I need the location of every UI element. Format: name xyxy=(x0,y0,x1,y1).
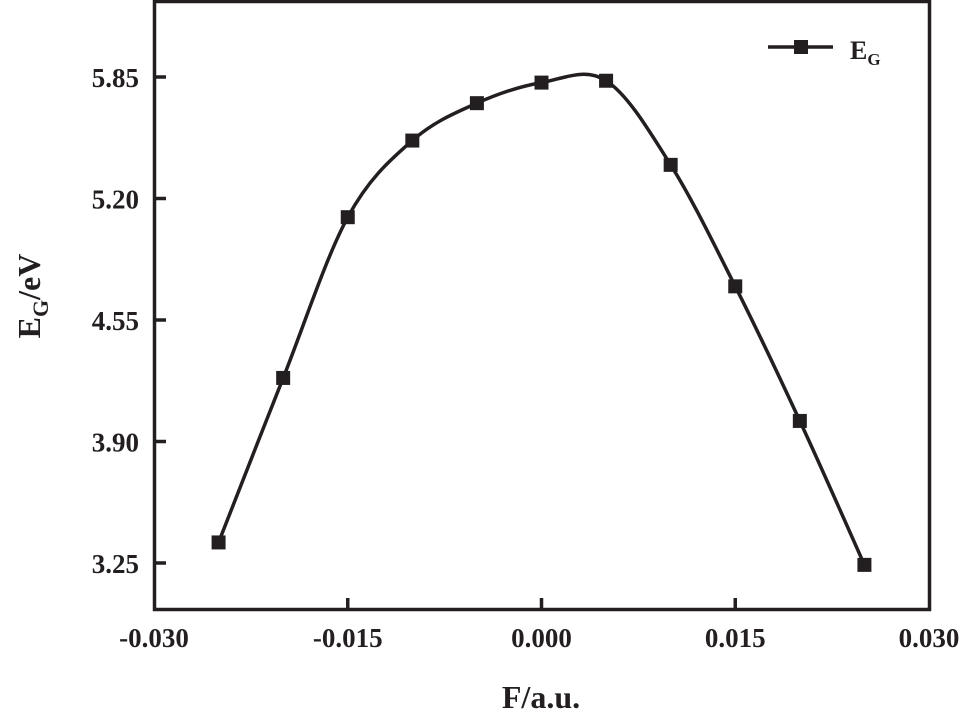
x-axis-title: F/a.u. xyxy=(502,679,580,715)
y-tick-label: 3.90 xyxy=(92,428,139,458)
data-point-marker xyxy=(728,279,743,294)
x-tick-label: -0.030 xyxy=(119,623,189,653)
x-axis-ticks: -0.030 -0.015 0.000 0.015 0.030 xyxy=(119,598,959,653)
y-tick-label: 5.85 xyxy=(92,63,139,93)
y-tick-label: 5.20 xyxy=(92,185,139,215)
data-point-marker xyxy=(469,96,484,111)
y-axis-ticks: 3.25 3.90 4.55 5.20 5.85 xyxy=(92,63,166,579)
data-point-marker xyxy=(405,133,420,148)
y-tick-label: 4.55 xyxy=(92,306,139,336)
data-point-marker xyxy=(599,73,614,88)
data-point-marker xyxy=(534,75,549,90)
data-point-marker xyxy=(857,557,872,572)
legend-marker-icon xyxy=(794,40,808,54)
y-axis-title: EG/eV xyxy=(11,254,53,339)
data-point-marker xyxy=(663,157,678,172)
data-point-marker xyxy=(276,370,291,385)
legend-label: EG xyxy=(850,36,881,69)
legend: EG xyxy=(768,36,881,69)
data-markers xyxy=(211,73,872,572)
data-point-marker xyxy=(792,413,807,428)
x-tick-label: 0.000 xyxy=(511,623,572,653)
data-point-marker xyxy=(211,535,226,550)
data-point-marker xyxy=(340,210,355,225)
x-tick-label: 0.030 xyxy=(899,623,960,653)
eg-curve xyxy=(216,72,866,566)
y-tick-label: 3.25 xyxy=(92,549,139,579)
x-tick-label: 0.015 xyxy=(705,623,766,653)
x-tick-label: -0.015 xyxy=(313,623,383,653)
plot-frame xyxy=(152,0,932,612)
